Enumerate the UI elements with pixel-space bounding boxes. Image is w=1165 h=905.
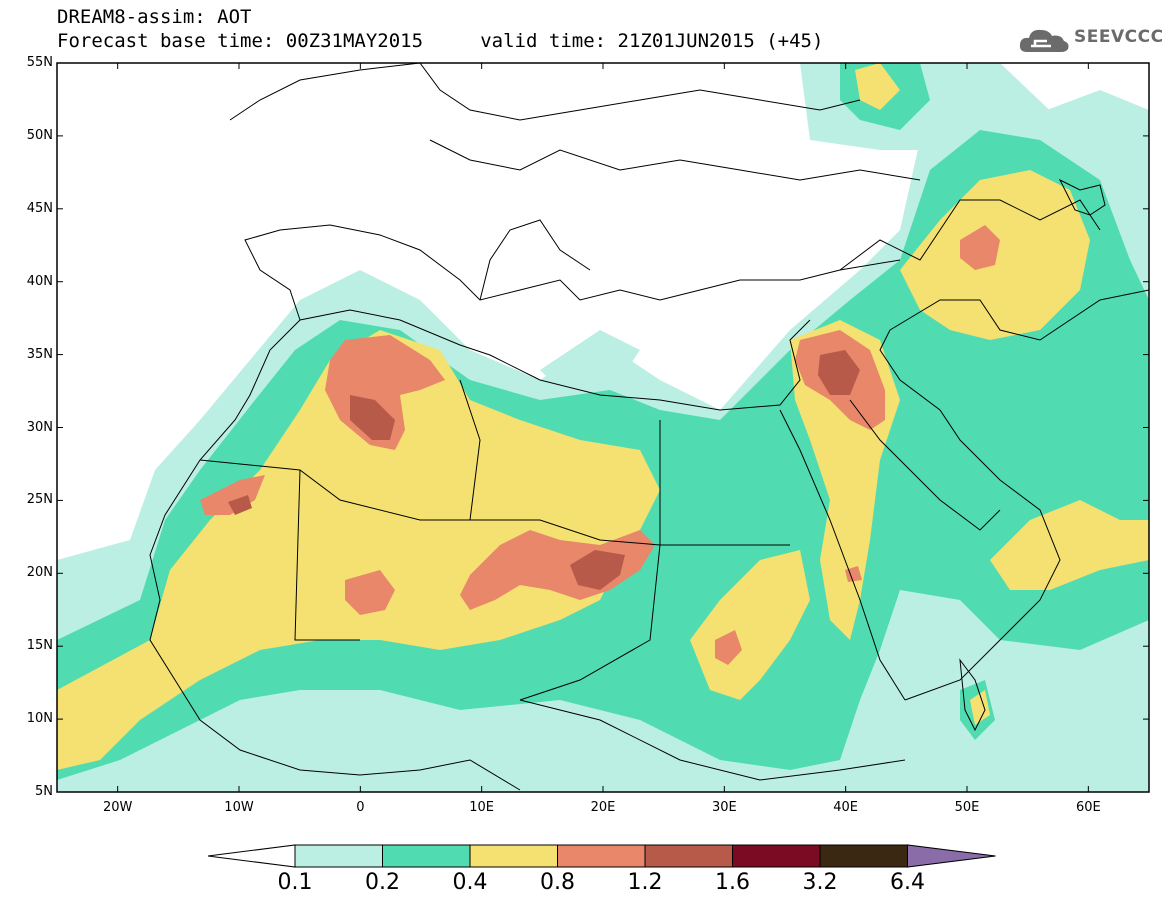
colorbar-swatch — [294, 844, 383, 868]
colorbar-swatch — [557, 844, 646, 868]
colorbar-low-arrow — [207, 844, 296, 868]
lat-tick-label: 50N — [26, 127, 53, 143]
lon-tick-label: 30E — [711, 800, 737, 815]
colorbar-label: 0.4 — [452, 870, 488, 895]
logo-text: SEEVCCC — [1074, 27, 1164, 47]
aot-field — [57, 63, 1149, 792]
colorbar-label: 1.6 — [715, 870, 750, 895]
colorbar-label: 0.2 — [365, 870, 400, 895]
lon-tick-label: 10W — [224, 800, 254, 815]
lon-tick-label: 20W — [102, 800, 133, 815]
lat-tick-label: 25N — [26, 492, 53, 508]
colorbar-label: 3.2 — [802, 870, 838, 895]
colorbar-swatch — [819, 844, 908, 868]
coastlines-borders — [149, 63, 1149, 791]
lat-tick-label: 15N — [26, 638, 53, 654]
colorbar-high-arrow — [907, 844, 996, 868]
lat-tick-label: 45N — [26, 200, 53, 216]
colorbar-label: 0.8 — [540, 870, 575, 895]
lon-tick-label: 40E — [833, 800, 859, 815]
colorbar-swatch — [644, 844, 733, 868]
lat-tick-label: 5N — [35, 784, 53, 799]
map-title-line1: DREAM8-assim: AOT — [57, 6, 252, 28]
aot-colorbar — [207, 844, 996, 868]
lat-tick-label: 10N — [26, 711, 53, 727]
colorbar-label: 0.1 — [277, 870, 313, 895]
colorbar-label: 1.2 — [627, 870, 663, 895]
lat-tick-label: 20N — [26, 565, 53, 581]
aot-band-1.2-1.6 — [228, 350, 860, 590]
lat-tick-label: 30N — [26, 419, 53, 435]
lat-tick-label: 35N — [26, 346, 53, 362]
aot-band-0.8-1.2 — [200, 225, 1000, 665]
lon-tick-label: 0 — [356, 800, 365, 815]
lat-tick-label: 55N — [26, 55, 53, 70]
seevccc-logo: SEEVCCC — [1017, 22, 1163, 58]
lon-tick-label: 50E — [954, 800, 980, 815]
colorbar-swatch — [732, 844, 821, 868]
lat-tick-label: 40N — [26, 273, 53, 289]
colorbar-swatch — [382, 844, 471, 868]
lon-tick-label: 20E — [590, 800, 616, 815]
colorbar-swatch — [469, 844, 558, 868]
colorbar-label: 6.4 — [890, 870, 925, 895]
map-title-line2: Forecast base time: 00Z31MAY2015 valid t… — [57, 30, 824, 52]
lon-tick-label: 60E — [1075, 800, 1101, 815]
cloud-icon — [1019, 29, 1069, 52]
lon-tick-label: 10E — [469, 800, 495, 815]
axis-ticks — [57, 62, 1149, 793]
